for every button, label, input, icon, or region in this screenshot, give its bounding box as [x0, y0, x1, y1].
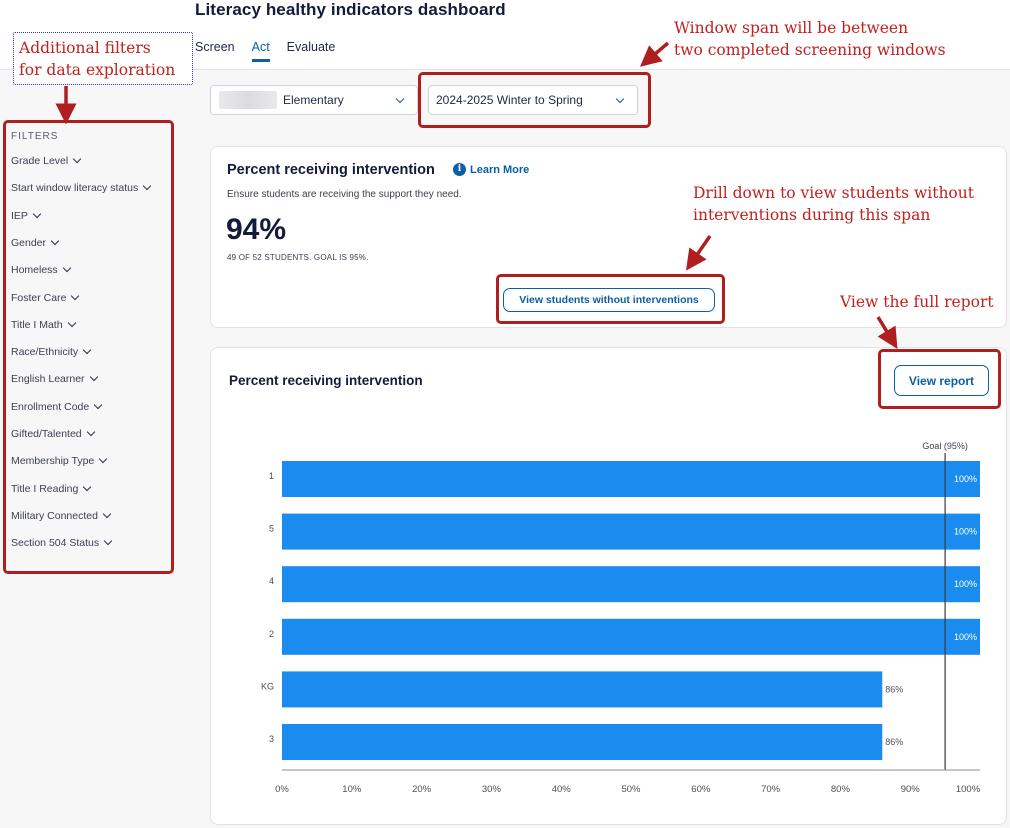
tab-act[interactable]: Act: [251, 40, 270, 62]
tab-screen[interactable]: Screen: [195, 40, 235, 54]
x-tick-label: 50%: [621, 784, 641, 795]
category-label: 5: [269, 524, 274, 534]
x-tick-label: 90%: [901, 784, 921, 795]
redacted-school-name: [219, 91, 277, 109]
filters-annotation-line1: Additional filters: [19, 39, 151, 57]
filter-label: Homeless: [11, 264, 58, 277]
x-tick-label: 70%: [761, 784, 781, 795]
window-annotation-line2: two completed screening windows: [674, 41, 946, 59]
filter-label: Gender: [11, 236, 47, 249]
filter-gifted-talented[interactable]: Gifted/Talented: [11, 427, 95, 440]
filter-military-connected[interactable]: Military Connected: [11, 509, 112, 522]
school-select-value: Elementary: [283, 93, 344, 107]
tab-bar: Screen Act Evaluate: [195, 40, 335, 62]
category-label: 4: [269, 576, 274, 586]
filter-title-i-reading[interactable]: Title I Reading: [11, 482, 92, 495]
goal-label: Goal (95%): [922, 441, 968, 451]
x-tick-label: 30%: [482, 784, 502, 795]
drill-annotation-line1: Drill down to view students without: [693, 184, 974, 202]
report-card-title: Percent receiving intervention: [229, 373, 423, 388]
bar: [282, 513, 980, 550]
filter-race-ethnicity[interactable]: Race/Ethnicity: [11, 345, 92, 359]
filter-foster-care[interactable]: Foster Care: [11, 291, 80, 304]
percent-value: 94%: [226, 213, 287, 246]
filter-start-window-literacy-status[interactable]: Start window literacy status: [11, 182, 152, 195]
filters-annotation-line2: for data exploration: [19, 61, 176, 79]
category-label: 3: [269, 734, 274, 744]
x-tick-label: 80%: [831, 784, 851, 795]
filter-label: Start window literacy status: [11, 182, 139, 195]
school-select[interactable]: Elementary: [210, 85, 418, 115]
filters-annotation-box: [13, 32, 193, 85]
learn-more-link[interactable]: Learn More: [470, 164, 530, 176]
filter-label: Section 504 Status: [11, 537, 100, 550]
tab-evaluate[interactable]: Evaluate: [286, 40, 336, 54]
filter-label: Title I Reading: [11, 482, 79, 495]
filter-title-i-math[interactable]: Title I Math: [11, 318, 76, 331]
window-annotation-line1: Window span will be between: [674, 19, 909, 37]
drill-annotation-line2: interventions during this span: [693, 206, 931, 224]
annotation-arrow: [876, 316, 898, 349]
x-tick-label: 100%: [956, 784, 981, 795]
filter-iep[interactable]: IEP: [11, 209, 42, 222]
report-annotation: View the full report: [840, 293, 994, 311]
page-title: Literacy healthy indicators dashboard: [195, 0, 506, 19]
filter-section-504-status[interactable]: Section 504 Status: [11, 536, 113, 550]
x-tick-label: 60%: [691, 784, 711, 795]
bar: [282, 671, 883, 708]
annotation-arrow: [639, 41, 670, 67]
summary-card-title: Percent receiving intervention: [227, 162, 435, 178]
data-label: 86%: [885, 684, 903, 694]
filter-label: Membership Type: [11, 455, 95, 468]
category-label: 1: [269, 471, 274, 481]
drill-highlight: [496, 274, 725, 324]
annotation-arrow: [686, 235, 712, 271]
data-label: 100%: [954, 579, 977, 589]
filters-sidebar: FILTERS Grade Level Start window literacy…: [0, 70, 175, 828]
view-report-button[interactable]: View report: [894, 365, 989, 396]
filter-membership-type[interactable]: Membership Type: [11, 455, 108, 468]
filter-label: Race/Ethnicity: [11, 346, 79, 359]
filter-label: Grade Level: [11, 155, 69, 167]
filter-grade-level[interactable]: Grade Level: [11, 154, 82, 167]
percent-detail: 49 OF 52 STUDENTS. GOAL IS 95%.: [227, 253, 369, 262]
window-select[interactable]: 2024-2025 Winter to Spring: [428, 85, 638, 115]
x-tick-label: 10%: [342, 784, 362, 795]
category-label: KG: [261, 681, 274, 691]
bar: [282, 618, 980, 655]
filter-gender[interactable]: Gender: [11, 236, 60, 249]
bar: [282, 461, 980, 497]
filter-english-learner[interactable]: English Learner: [11, 373, 98, 386]
window-select-value: 2024-2025 Winter to Spring: [436, 93, 583, 107]
x-tick-label: 40%: [552, 784, 572, 795]
summary-card-subtitle: Ensure students are receiving the suppor…: [227, 189, 462, 200]
filter-homeless[interactable]: Homeless: [11, 263, 71, 277]
filter-label: Foster Care: [11, 291, 67, 304]
filter-label: Military Connected: [11, 509, 98, 522]
filters-highlight: [3, 120, 174, 574]
data-label: 100%: [954, 527, 977, 537]
filter-enrollment-code[interactable]: Enrollment Code: [11, 400, 103, 413]
window-highlight: [418, 72, 651, 128]
filters-title: FILTERS: [11, 131, 59, 142]
data-label: 86%: [885, 737, 903, 747]
x-tick-label: 0%: [275, 784, 289, 795]
data-label: 100%: [954, 632, 977, 642]
bar: [282, 566, 980, 603]
data-label: 100%: [954, 474, 977, 484]
filter-label: English Learner: [11, 373, 85, 386]
bar: [282, 724, 883, 760]
filter-label: Title I Math: [11, 318, 63, 331]
info-icon[interactable]: i: [453, 163, 466, 176]
filter-label: Enrollment Code: [11, 400, 90, 413]
filter-label: IEP: [11, 209, 28, 222]
view-students-without-interventions-button[interactable]: View students without interventions: [503, 288, 715, 312]
x-tick-label: 20%: [412, 784, 432, 795]
report-highlight: [878, 349, 1001, 409]
category-label: 2: [269, 629, 274, 639]
summary-card: Percent receiving intervention i Learn M…: [210, 146, 1007, 328]
filter-label: Gifted/Talented: [11, 428, 82, 440]
